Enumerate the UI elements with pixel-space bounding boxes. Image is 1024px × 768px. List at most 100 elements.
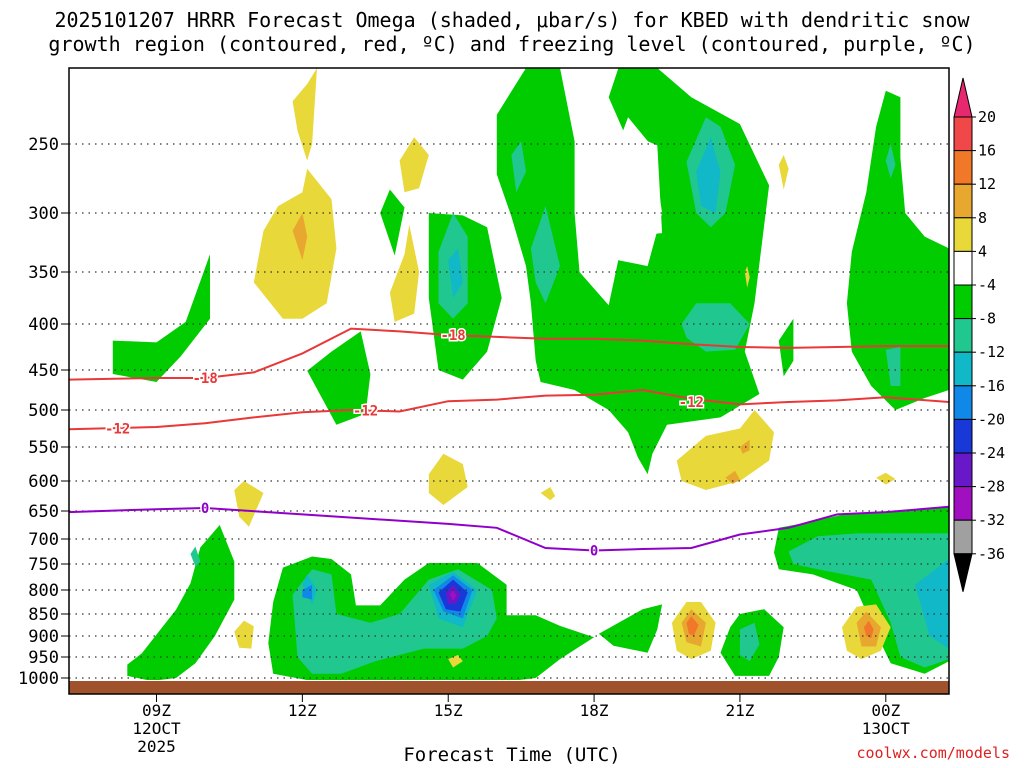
omega-region-48 <box>292 213 308 261</box>
omega-region-33 <box>292 68 317 161</box>
colorbar-swatch-3 <box>953 183 973 219</box>
y-tick-label-750: 750 <box>28 555 59 575</box>
colorbar-swatch-13 <box>953 519 973 555</box>
colorbar-swatch-11 <box>953 452 973 488</box>
y-tick-label-1000: 1000 <box>18 669 59 689</box>
omega-region-55 <box>603 117 663 267</box>
omega-region-35 <box>399 137 429 193</box>
y-tick-label-850: 850 <box>28 605 59 625</box>
omega-region-29 <box>302 584 313 600</box>
x-tick-label-5: 00Z <box>871 701 900 720</box>
ground-bar <box>69 681 949 694</box>
colorbar-swatch-10 <box>953 418 973 454</box>
omega-region-0 <box>112 254 210 382</box>
colorbar-swatch-9 <box>953 385 973 420</box>
y-tick-label-300: 300 <box>28 204 59 224</box>
y-tick-label-700: 700 <box>28 530 59 550</box>
omega-region-34 <box>253 168 337 319</box>
y-tick-label-650: 650 <box>28 502 59 522</box>
colorbar-swatch-12 <box>953 486 973 521</box>
omega-region-22 <box>788 533 949 668</box>
colorbar-swatch-7 <box>953 318 973 353</box>
omega-region-12 <box>511 141 526 193</box>
colorbar-label-5: -4 <box>978 276 996 294</box>
omega-region-43 <box>876 472 896 485</box>
omega-region-16 <box>681 303 750 352</box>
source-credit: coolwx.com/models <box>856 744 1010 762</box>
x-tick-date-0: 12OCT <box>132 719 181 738</box>
colorbar-swatch-1 <box>953 116 973 152</box>
omega-region-21 <box>739 622 760 662</box>
x-tick-label-0: 09Z <box>142 701 171 720</box>
omega-region-24 <box>696 137 721 213</box>
omega-region-13 <box>530 206 560 304</box>
colorbar-swatch-8 <box>953 351 973 387</box>
omega-region-39 <box>234 481 264 527</box>
colorbar-label-6: -8 <box>978 310 996 328</box>
chart-title-line2: growth region (contoured, red, ºC) and f… <box>48 32 976 56</box>
colorbar-label-11: -28 <box>978 478 1005 496</box>
colorbar-label-12: -32 <box>978 511 1005 529</box>
colorbar-swatch-5 <box>953 250 973 286</box>
plot-frame <box>68 67 950 695</box>
x-axis-label: Forecast Time (UTC) <box>403 744 621 766</box>
y-tick-label-400: 400 <box>28 315 59 335</box>
omega-region-37 <box>778 155 789 190</box>
omega-region-44 <box>234 620 254 649</box>
omega-region-18 <box>885 144 896 179</box>
contour-label-4: -12 <box>679 395 704 411</box>
omega-region-32 <box>449 590 457 601</box>
contour-label-6: 0 <box>590 544 598 560</box>
y-tick-label-250: 250 <box>28 135 59 155</box>
colorbar-top-arrow <box>953 77 973 118</box>
x-tick-year-0: 2025 <box>137 737 176 756</box>
colorbar-label-9: -20 <box>978 410 1005 428</box>
chart-title-line1: 2025101207 HRRR Forecast Omega (shaded, … <box>54 8 970 32</box>
x-tick-date-5: 13OCT <box>862 719 911 738</box>
colorbar-label-4: 4 <box>978 242 987 260</box>
omega-region-49 <box>725 470 740 484</box>
colorbar-label-3: 8 <box>978 209 987 227</box>
colorbar-swatch-2 <box>953 150 973 185</box>
omega-region-1 <box>307 331 371 425</box>
y-tick-label-800: 800 <box>28 581 59 601</box>
x-tick-label-2: 15Z <box>434 701 463 720</box>
isotherm-line-1 <box>69 388 949 431</box>
freezing-level-line <box>69 505 949 552</box>
x-tick-label-3: 18Z <box>580 701 609 720</box>
x-tick-label-1: 12Z <box>288 701 317 720</box>
omega-region-50 <box>739 439 750 454</box>
colorbar-label-2: 12 <box>978 175 996 193</box>
omega-region-7 <box>127 525 235 680</box>
y-tick-label-450: 450 <box>28 361 59 381</box>
omega-region-27 <box>915 559 949 649</box>
omega-region-46 <box>448 654 463 668</box>
y-tick-label-550: 550 <box>28 438 59 458</box>
y-tick-label-600: 600 <box>28 472 59 492</box>
isotherm-line-0 <box>69 327 949 381</box>
omega-region-42 <box>676 410 774 490</box>
y-tick-label-350: 350 <box>28 263 59 283</box>
colorbar-bottom-arrow <box>953 553 973 592</box>
omega-region-2 <box>380 189 405 256</box>
omega-region-53 <box>686 616 699 636</box>
y-tick-label-950: 950 <box>28 648 59 668</box>
contour-label-2: -12 <box>105 422 130 438</box>
x-tick-label-4: 21Z <box>725 701 754 720</box>
omega-region-36 <box>389 224 420 322</box>
colorbar-label-0: 20 <box>978 108 996 126</box>
contour-label-5: 0 <box>201 501 209 517</box>
y-tick-label-500: 500 <box>28 401 59 421</box>
omega-region-23 <box>448 248 463 298</box>
omega-region-17 <box>885 347 901 386</box>
omega-region-19 <box>190 546 201 567</box>
colorbar-label-13: -36 <box>978 545 1005 563</box>
colorbar-swatch-6 <box>953 284 973 320</box>
colorbar-label-10: -24 <box>978 444 1005 462</box>
omega-region-41 <box>540 487 556 501</box>
colorbar-label-7: -12 <box>978 343 1005 361</box>
y-tick-label-900: 900 <box>28 627 59 647</box>
colorbar-label-1: 16 <box>978 142 996 160</box>
colorbar-label-8: -16 <box>978 377 1005 395</box>
